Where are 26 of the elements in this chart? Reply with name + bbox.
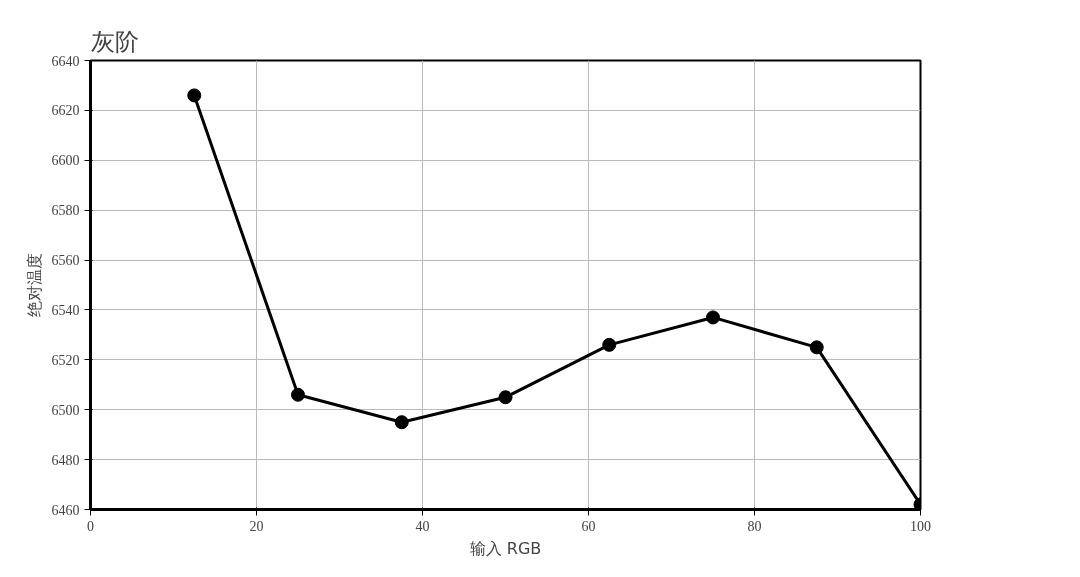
- chart-title: 灰阶: [90, 27, 139, 56]
- y-tick-label: 6640: [51, 53, 80, 69]
- y-tick-label: 6480: [51, 452, 80, 468]
- x-tick-label: 100: [910, 518, 931, 534]
- point: [498, 390, 513, 405]
- x-tick-label: 40: [415, 518, 430, 534]
- x-tick-label: 80: [747, 518, 762, 534]
- y-axis-title: 绝对温度: [24, 253, 44, 317]
- y-tick-label: 6500: [51, 402, 80, 418]
- y-tick-label: 6620: [51, 103, 80, 119]
- point: [809, 340, 824, 355]
- y-tick-label: 6460: [51, 502, 80, 518]
- x-tick-label: 0: [87, 518, 94, 534]
- x-tick-label: 20: [249, 518, 264, 534]
- point: [291, 387, 305, 402]
- y-tick-label: 6540: [51, 302, 80, 318]
- y-tick-label: 6580: [51, 203, 80, 219]
- x-axis-title: 输入 RGB: [469, 538, 542, 558]
- point: [602, 337, 617, 352]
- y-tick-label: 6560: [51, 253, 80, 269]
- y-tick-label: 6520: [51, 352, 80, 368]
- point: [187, 88, 202, 103]
- point: [394, 415, 409, 430]
- x-tick-label: 60: [581, 518, 596, 534]
- y-tick-label: 6600: [51, 153, 80, 169]
- point: [706, 310, 720, 325]
